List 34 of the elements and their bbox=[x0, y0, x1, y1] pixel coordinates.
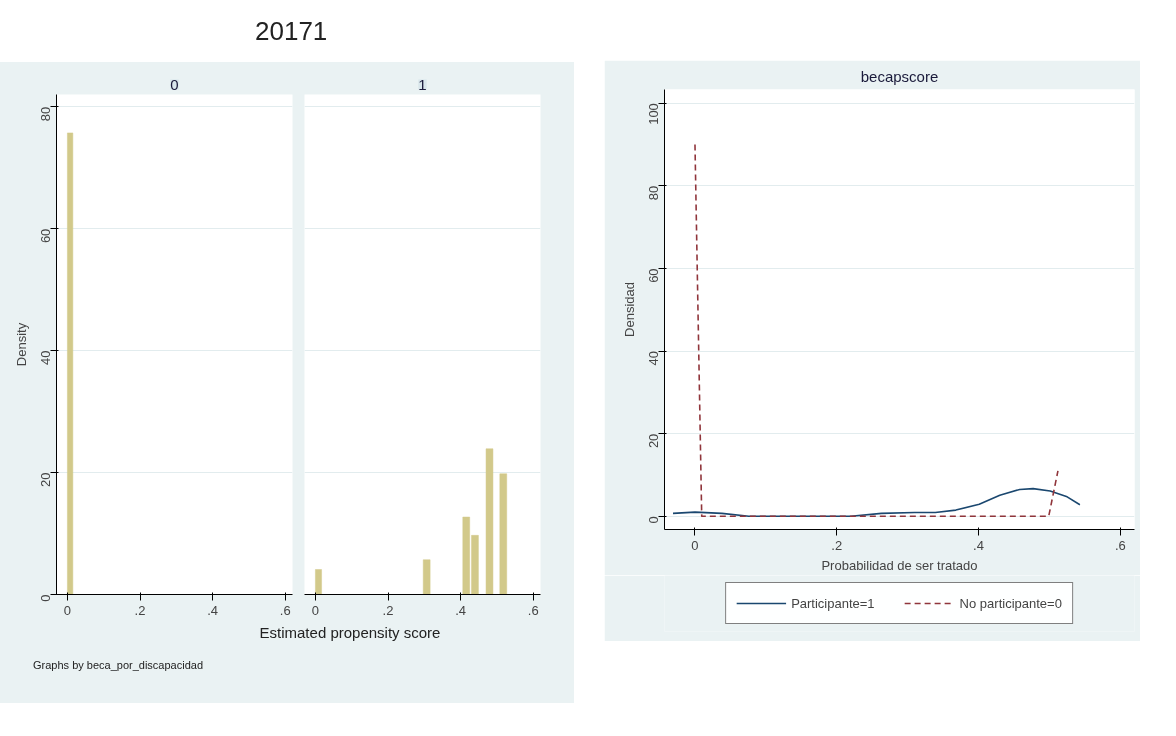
x-axis-title: Estimated propensity score bbox=[259, 623, 441, 643]
x-tick-label: .2 bbox=[831, 537, 843, 553]
x-tick-label: .6 bbox=[1114, 537, 1126, 553]
y-tick-label: 40 bbox=[646, 351, 661, 366]
y-axis-title: Densidad bbox=[621, 282, 637, 337]
x-tick-label: 0 bbox=[63, 602, 72, 618]
x-tick-label: .4 bbox=[455, 602, 467, 618]
x-tick-label: .4 bbox=[973, 537, 984, 553]
y-tick-label: 0 bbox=[38, 594, 53, 602]
x-tick-label: .6 bbox=[527, 602, 539, 618]
x-tick-label: 0 bbox=[691, 537, 699, 553]
legend-label: Participante=1 bbox=[791, 595, 875, 611]
x-axis-title: Probabilidad de ser tratado bbox=[821, 557, 978, 573]
x-tick-label: .4 bbox=[207, 602, 219, 618]
y-tick-label: 20 bbox=[38, 472, 53, 488]
chart-title: becapscore bbox=[860, 67, 939, 85]
y-tick-label: 0 bbox=[646, 516, 661, 524]
y-tick-label: 40 bbox=[38, 350, 53, 366]
x-tick-label: 0 bbox=[311, 602, 320, 618]
chart-title: 1 bbox=[418, 75, 427, 93]
y-tick-label: 80 bbox=[646, 185, 661, 201]
y-axis-title: Density bbox=[13, 322, 29, 367]
x-tick-label: .2 bbox=[134, 602, 146, 618]
y-tick-label: 100 bbox=[646, 103, 661, 125]
chart-title: 0 bbox=[170, 75, 179, 93]
y-tick-label: 80 bbox=[38, 106, 53, 122]
y-tick-label: 60 bbox=[646, 268, 661, 283]
legend-label: No participante=0 bbox=[959, 595, 1062, 611]
x-tick-label: .6 bbox=[279, 602, 291, 618]
y-tick-label: 60 bbox=[38, 228, 53, 244]
text: 20171 bbox=[255, 15, 328, 48]
x-tick-label: .2 bbox=[382, 602, 394, 618]
y-tick-label: 20 bbox=[646, 433, 661, 449]
text: Graphs by beca_por_discapacidad bbox=[33, 658, 204, 673]
